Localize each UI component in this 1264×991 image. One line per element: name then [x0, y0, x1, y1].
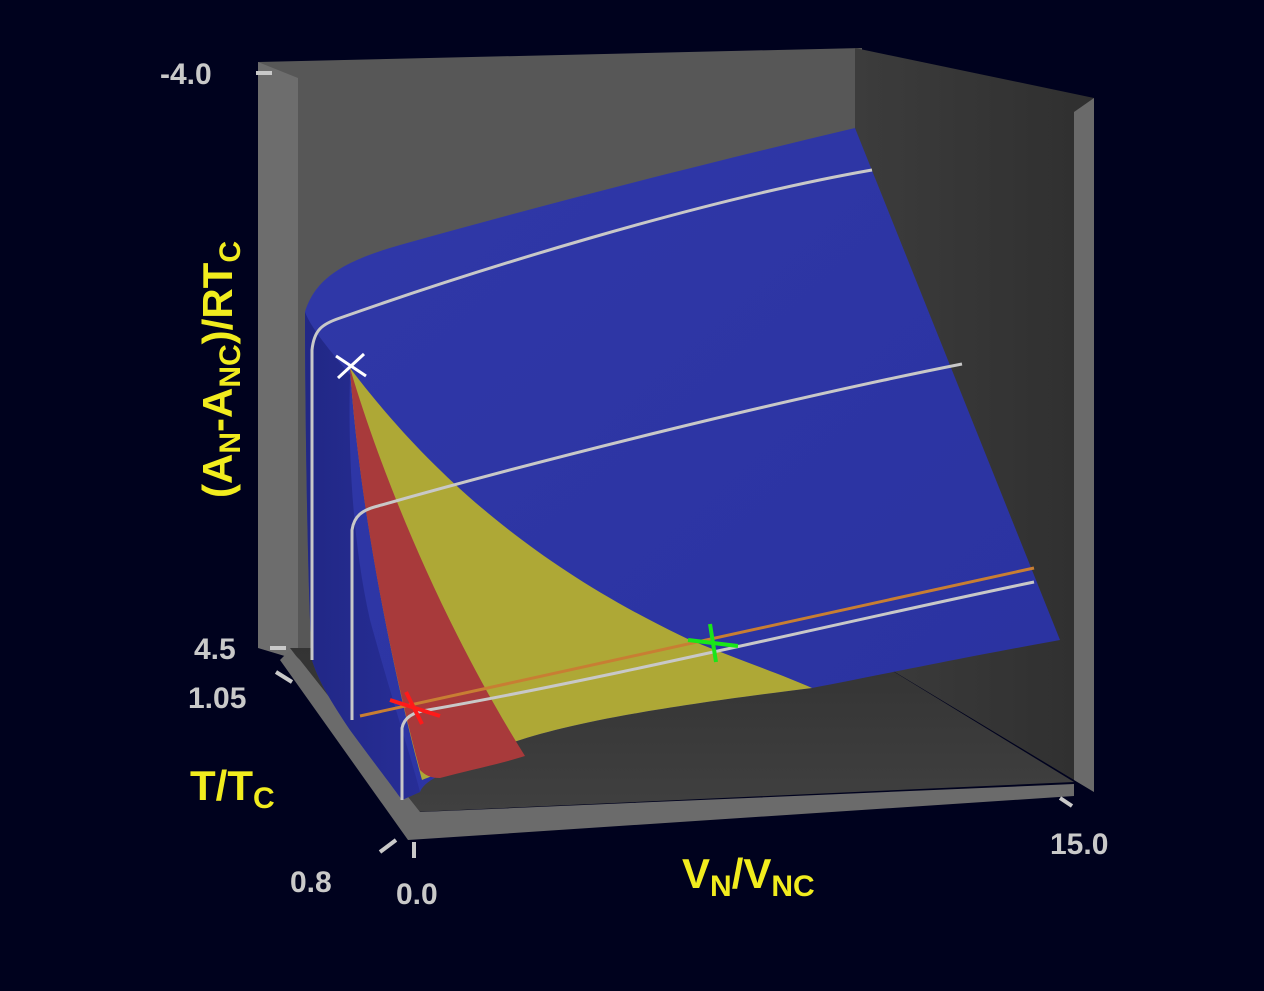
v-tick-left-label: 0.0 [396, 878, 438, 911]
isotherm-low [400, 580, 1035, 800]
unstable-region [350, 368, 525, 778]
t-tick-bottom-label: 0.8 [290, 866, 332, 899]
tick-t-top [274, 670, 294, 684]
critical-point-marker [335, 352, 367, 380]
fe-tick-bottom-label: 4.5 [194, 633, 236, 666]
isotherm-high [310, 168, 873, 660]
vapor-point-marker [687, 623, 739, 663]
t-tick-top-label: 1.05 [188, 682, 246, 715]
surface-front-face [305, 312, 420, 800]
isotherms [310, 168, 1035, 800]
tick-t-bottom [378, 838, 398, 854]
volume-axis-title: VN/VNC [682, 850, 815, 903]
left-wall-edge [258, 62, 298, 660]
tick-v-right [1058, 796, 1074, 808]
free-energy-axis-title: (AN-ANC)/RTC [194, 241, 247, 498]
floor-front-edge [280, 650, 1074, 840]
v-tick-right-label: 15.0 [1050, 828, 1108, 861]
right-wall-edge [1074, 98, 1094, 792]
liquid-point-marker [389, 691, 441, 725]
fe-tick-top-label: -4.0 [160, 58, 212, 91]
temperature-axis-title: T/TC [190, 762, 275, 815]
isotherm-mid [350, 362, 963, 720]
axis-ticks [256, 71, 1074, 858]
